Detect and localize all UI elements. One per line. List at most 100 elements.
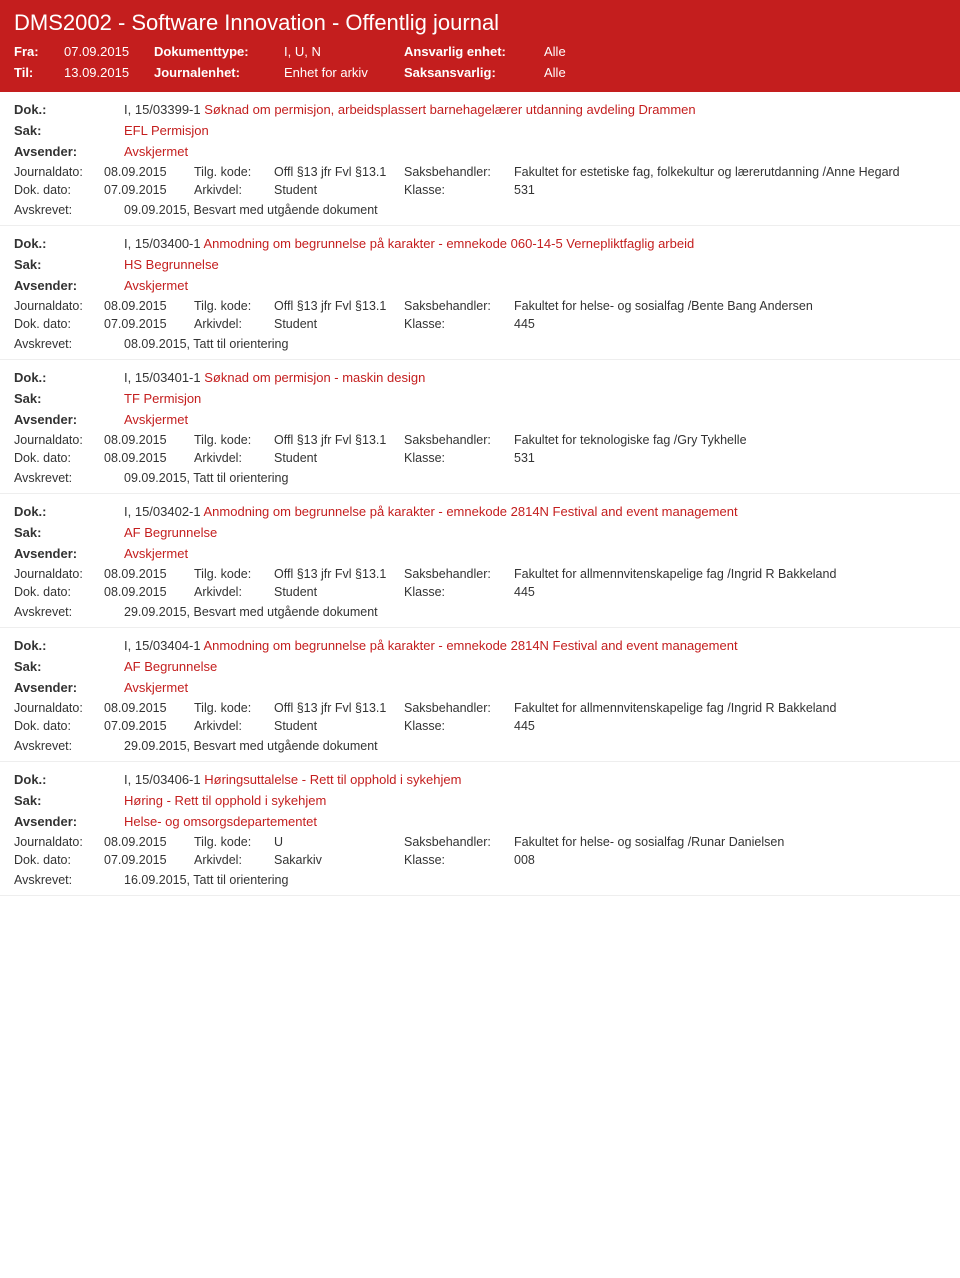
tilgkode-value: U xyxy=(274,835,404,849)
avskrevet-value: 08.09.2015, Tatt til orientering xyxy=(124,337,946,351)
avsender-label: Avsender: xyxy=(14,278,124,293)
klasse-value: 008 xyxy=(514,853,946,867)
klasse-value: 531 xyxy=(514,451,946,465)
fra-label: Fra: xyxy=(14,44,64,59)
klasse-label: Klasse: xyxy=(404,585,514,599)
klasse-label: Klasse: xyxy=(404,853,514,867)
dokdato-value: 08.09.2015 xyxy=(104,451,194,465)
avskrevet-label: Avskrevet: xyxy=(14,203,124,217)
arkivdel-value: Student xyxy=(274,317,404,331)
dokdato-value: 07.09.2015 xyxy=(104,317,194,331)
journaldato-label: Journaldato: xyxy=(14,165,104,179)
klasse-value: 445 xyxy=(514,585,946,599)
dokdato-label: Dok. dato: xyxy=(14,451,104,465)
avsender-label: Avsender: xyxy=(14,546,124,561)
arkivdel-value: Student xyxy=(274,719,404,733)
avskrevet-value: 09.09.2015, Besvart med utgående dokumen… xyxy=(124,203,946,217)
journal-entry: Dok.: I, 15/03402-1 Anmodning om begrunn… xyxy=(0,494,960,628)
journaldato-value: 08.09.2015 xyxy=(104,165,194,179)
saksbehandler-label: Saksbehandler: xyxy=(404,567,514,581)
avskrevet-label: Avskrevet: xyxy=(14,873,124,887)
sak-label: Sak: xyxy=(14,257,124,272)
report-header: DMS2002 - Software Innovation - Offentli… xyxy=(0,0,960,92)
saksbehandler-value: Fakultet for estetiske fag, folkekultur … xyxy=(514,165,946,179)
saksbehandler-value: Fakultet for allmennvitenskapelige fag /… xyxy=(514,567,946,581)
avskrevet-value: 16.09.2015, Tatt til orientering xyxy=(124,873,946,887)
dok-title: I, 15/03401-1 Søknad om permisjon - mask… xyxy=(124,370,946,385)
dok-label: Dok.: xyxy=(14,236,124,251)
arkivdel-label: Arkivdel: xyxy=(194,183,274,197)
avskrevet-label: Avskrevet: xyxy=(14,605,124,619)
dokdato-label: Dok. dato: xyxy=(14,317,104,331)
saksbehandler-value: Fakultet for allmennvitenskapelige fag /… xyxy=(514,701,946,715)
arkivdel-label: Arkivdel: xyxy=(194,451,274,465)
avskrevet-value: 29.09.2015, Besvart med utgående dokumen… xyxy=(124,605,946,619)
sak-value: TF Permisjon xyxy=(124,391,946,406)
avskrevet-label: Avskrevet: xyxy=(14,739,124,753)
journal-entry: Dok.: I, 15/03400-1 Anmodning om begrunn… xyxy=(0,226,960,360)
sak-value: AF Begrunnelse xyxy=(124,659,946,674)
dok-title: I, 15/03402-1 Anmodning om begrunnelse p… xyxy=(124,504,946,519)
arkivdel-value: Student xyxy=(274,451,404,465)
avskrevet-value: 09.09.2015, Tatt til orientering xyxy=(124,471,946,485)
doktype-value: I, U, N xyxy=(284,44,404,59)
entries-container: Dok.: I, 15/03399-1 Søknad om permisjon,… xyxy=(0,92,960,896)
avsender-value: Avskjermet xyxy=(124,144,946,159)
klasse-label: Klasse: xyxy=(404,451,514,465)
tilgkode-label: Tilg. kode: xyxy=(194,433,274,447)
klasse-value: 445 xyxy=(514,719,946,733)
sak-value: HS Begrunnelse xyxy=(124,257,946,272)
arkivdel-value: Student xyxy=(274,585,404,599)
dokdato-label: Dok. dato: xyxy=(14,585,104,599)
dok-title: I, 15/03399-1 Søknad om permisjon, arbei… xyxy=(124,102,946,117)
journaldato-label: Journaldato: xyxy=(14,433,104,447)
sak-label: Sak: xyxy=(14,793,124,808)
tilgkode-value: Offl §13 jfr Fvl §13.1 xyxy=(274,165,404,179)
saksbehandler-label: Saksbehandler: xyxy=(404,835,514,849)
sak-label: Sak: xyxy=(14,123,124,138)
tilgkode-label: Tilg. kode: xyxy=(194,701,274,715)
doktype-label: Dokumenttype: xyxy=(154,44,284,59)
klasse-label: Klasse: xyxy=(404,183,514,197)
tilgkode-label: Tilg. kode: xyxy=(194,567,274,581)
avsender-value: Avskjermet xyxy=(124,278,946,293)
saksbehandler-label: Saksbehandler: xyxy=(404,701,514,715)
til-label: Til: xyxy=(14,65,64,80)
avsender-label: Avsender: xyxy=(14,814,124,829)
dok-title: I, 15/03400-1 Anmodning om begrunnelse p… xyxy=(124,236,946,251)
report-title: DMS2002 - Software Innovation - Offentli… xyxy=(14,10,946,36)
sak-value: Høring - Rett til opphold i sykehjem xyxy=(124,793,946,808)
klasse-label: Klasse: xyxy=(404,317,514,331)
journaldato-value: 08.09.2015 xyxy=(104,299,194,313)
header-meta-grid: Fra: 07.09.2015 Dokumenttype: I, U, N An… xyxy=(14,44,946,80)
dokdato-value: 07.09.2015 xyxy=(104,853,194,867)
tilgkode-value: Offl §13 jfr Fvl §13.1 xyxy=(274,433,404,447)
dok-title: I, 15/03406-1 Høringsuttalelse - Rett ti… xyxy=(124,772,946,787)
avsender-value: Helse- og omsorgsdepartementet xyxy=(124,814,946,829)
journaldato-label: Journaldato: xyxy=(14,567,104,581)
sak-label: Sak: xyxy=(14,525,124,540)
journaldato-label: Journaldato: xyxy=(14,299,104,313)
saksbehandler-value: Fakultet for helse- og sosialfag /Runar … xyxy=(514,835,946,849)
tilgkode-value: Offl §13 jfr Fvl §13.1 xyxy=(274,299,404,313)
ansvarlig-value: Alle xyxy=(544,44,946,59)
dokdato-value: 07.09.2015 xyxy=(104,183,194,197)
avsender-label: Avsender: xyxy=(14,680,124,695)
dokdato-label: Dok. dato: xyxy=(14,853,104,867)
journal-entry: Dok.: I, 15/03404-1 Anmodning om begrunn… xyxy=(0,628,960,762)
avsender-value: Avskjermet xyxy=(124,546,946,561)
sak-value: EFL Permisjon xyxy=(124,123,946,138)
tilgkode-label: Tilg. kode: xyxy=(194,299,274,313)
journalenhet-value: Enhet for arkiv xyxy=(284,65,404,80)
saksbehandler-value: Fakultet for helse- og sosialfag /Bente … xyxy=(514,299,946,313)
avskrevet-label: Avskrevet: xyxy=(14,337,124,351)
fra-value: 07.09.2015 xyxy=(64,44,154,59)
sak-value: AF Begrunnelse xyxy=(124,525,946,540)
dokdato-value: 08.09.2015 xyxy=(104,585,194,599)
avsender-value: Avskjermet xyxy=(124,680,946,695)
dok-label: Dok.: xyxy=(14,504,124,519)
avsender-label: Avsender: xyxy=(14,144,124,159)
dokdato-label: Dok. dato: xyxy=(14,719,104,733)
arkivdel-value: Sakarkiv xyxy=(274,853,404,867)
ansvarlig-label: Ansvarlig enhet: xyxy=(404,44,544,59)
